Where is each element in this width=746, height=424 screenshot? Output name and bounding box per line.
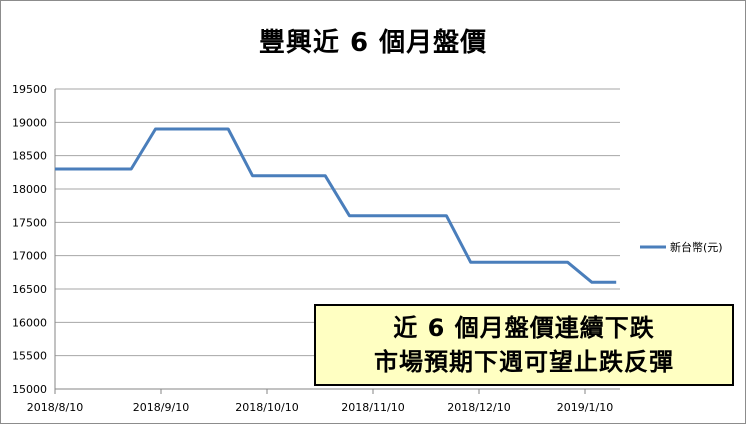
x-tick-label: 2019/1/10 [557,401,613,414]
y-tick-label: 18500 [12,150,47,163]
x-tick-label: 2018/11/10 [341,401,404,414]
x-tick-label: 2018/12/10 [447,401,510,414]
y-axis-tick-labels: 15000 15500 16000 16500 17000 17500 18000 18500… [12,83,47,396]
legend-label: 新台幣(元) [670,240,723,254]
series-line-0 [55,127,617,284]
y-tick-label: 17000 [12,250,47,263]
series-lines [54,127,617,284]
y-tick-label: 19500 [12,83,47,96]
y-tick-label: 16500 [12,283,47,296]
y-tick-label: 19000 [12,116,47,129]
x-tick-label: 2018/10/10 [235,401,298,414]
x-tick-label: 2018/9/10 [133,401,189,414]
annotation-line-2: 市場預期下週可望止跌反彈 [374,348,674,376]
x-tick-label: 2018/8/10 [27,401,83,414]
annotation-line-1: 近 6 個月盤價連續下跌 [393,314,655,342]
x-axis-tick-labels: 2018/8/10 2018/9/10 2018/10/10 2018/11/10 20… [27,401,613,414]
y-tick-label: 16000 [12,316,47,329]
annotation-box: 近 6 個月盤價連續下跌 市場預期下週可望止跌反彈 [314,304,734,386]
y-tick-label: 18000 [12,183,47,196]
y-tick-label: 15000 [12,383,47,396]
chart-title: 豐興近 6 個月盤價 [258,28,488,58]
legend: 新台幣(元) [640,240,723,254]
axes [54,89,620,394]
y-tick-label: 17500 [12,216,47,229]
y-tick-label: 15500 [12,350,47,363]
